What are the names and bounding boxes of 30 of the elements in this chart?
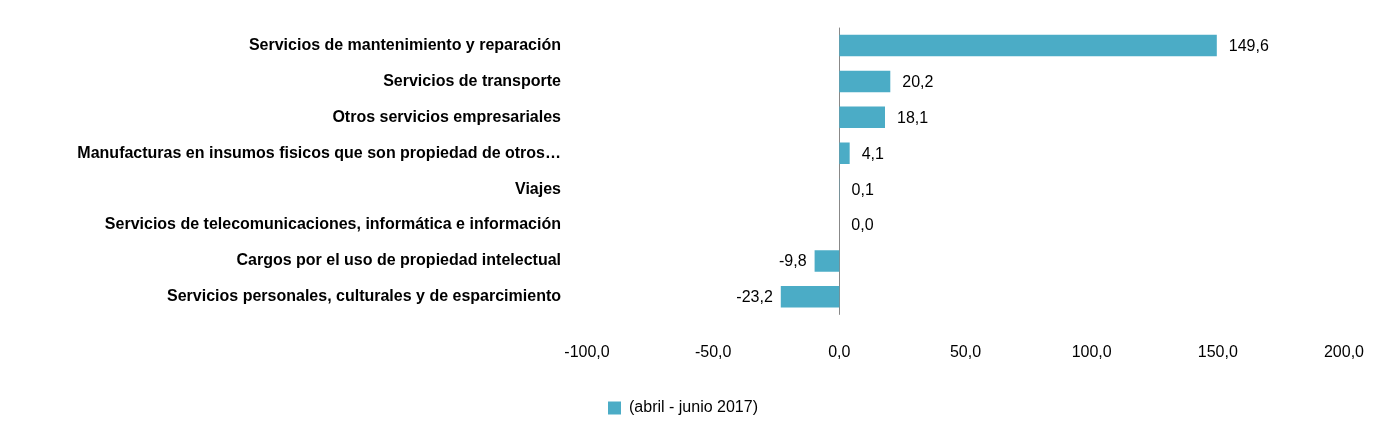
x-tick-label: 0,0 [828,342,851,360]
data-label: 20,2 [902,72,934,90]
bar [839,34,1217,57]
data-label: 149,6 [1228,36,1269,54]
bar [780,286,840,308]
bar [814,250,840,272]
x-tick-label: -100,0 [564,342,610,360]
x-tick-label: -50,0 [694,342,732,360]
data-label: -9,8 [779,252,807,270]
x-tick-label: 50,0 [949,342,982,360]
x-tick-label: 150,0 [1197,342,1238,360]
data-label: 0,0 [851,216,874,234]
legend-label: (abril - junio 2017) [629,398,758,416]
y-tick-label: Cargos por el uso de propiedad intelectual [236,251,561,269]
data-label: -23,2 [736,288,773,306]
y-tick-label: Servicios personales, culturales y de esparcimiento [167,287,562,305]
data-label: 18,1 [897,108,929,126]
y-tick-label: Manufacturas en insumos fisicos que son propiedad de otros… [77,143,561,161]
x-tick-label: 200,0 [1323,342,1365,360]
x-tick-label: 100,0 [1071,342,1112,360]
y-tick-label: Servicios de transporte [383,71,562,89]
bar [839,142,850,165]
y-tick-label: Servicios de mantenimiento y reparación [248,35,561,53]
y-tick-label: Viajes [515,179,562,197]
data-label: 4,1 [861,144,885,162]
bar [839,70,891,93]
y-tick-label: Otros servicios empresariales [332,107,562,125]
y-tick-label: Servicios de telecomunicaciones, informática e información [104,215,561,233]
data-label: 0,1 [851,180,874,198]
bar [839,106,885,129]
